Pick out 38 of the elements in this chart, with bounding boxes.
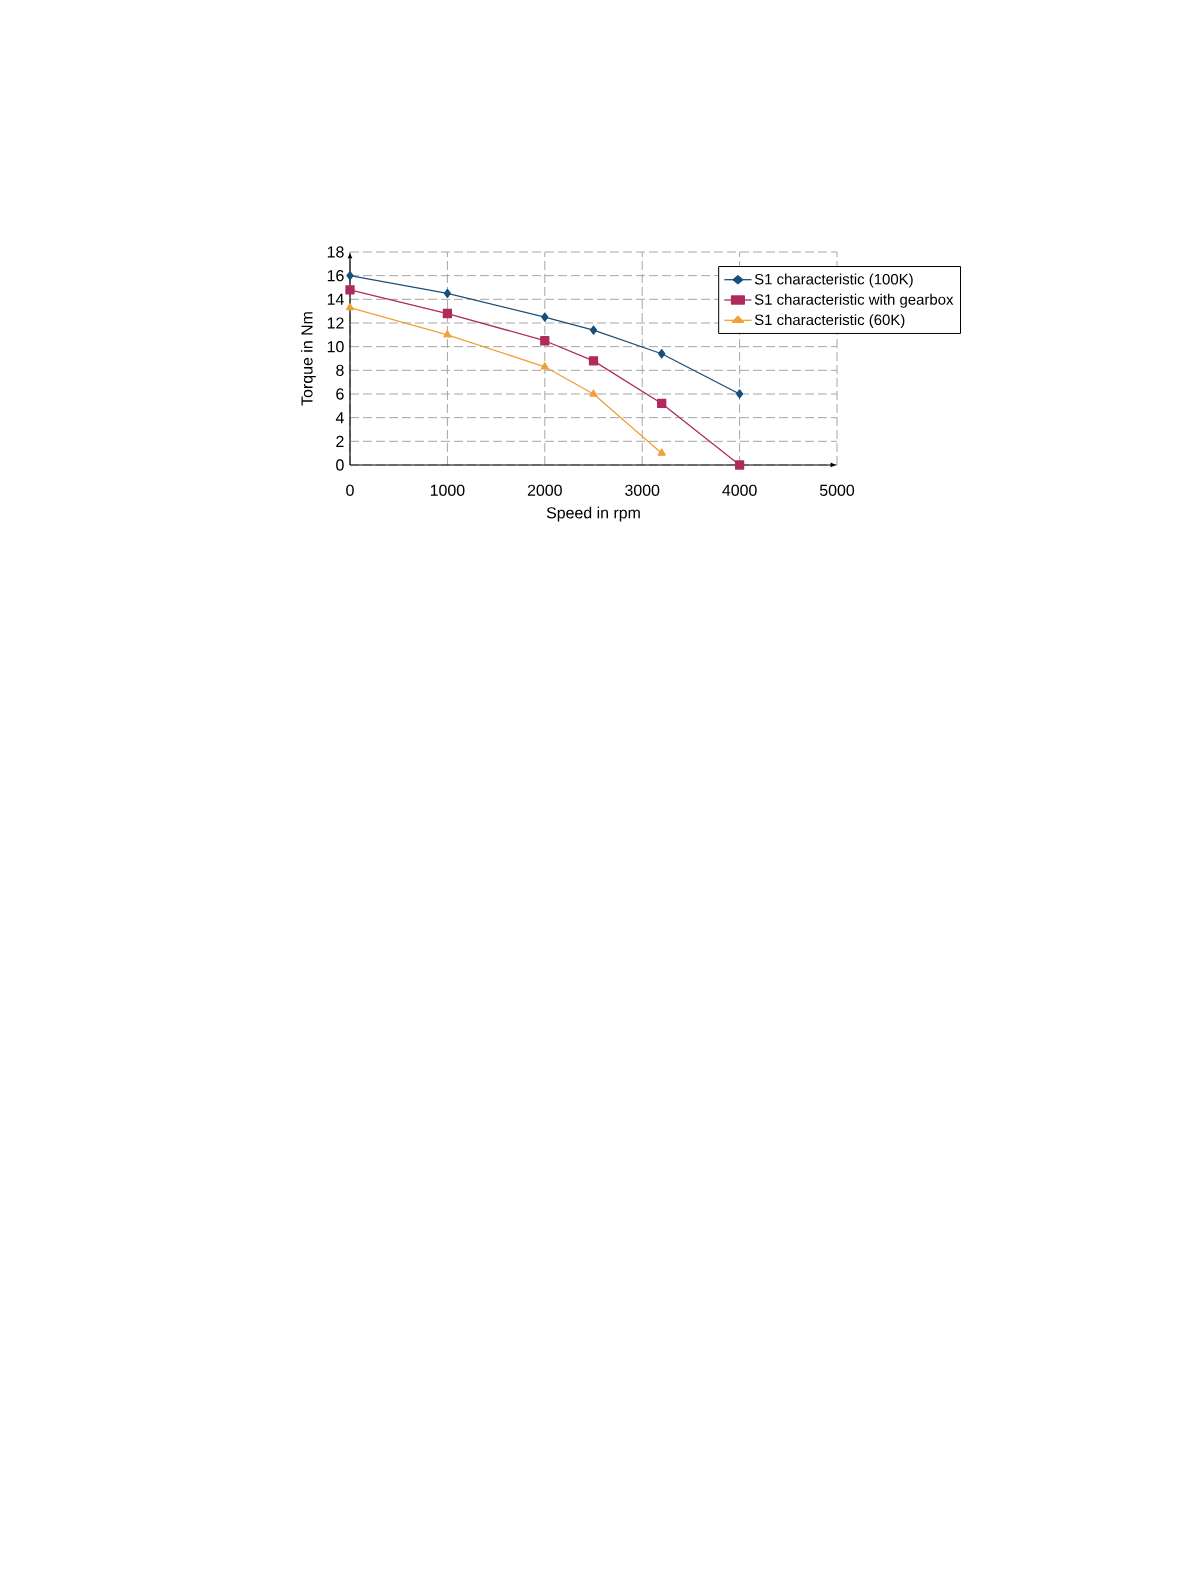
- y-tick-label: 18: [327, 246, 344, 258]
- y-axis-title: Torque in Nm: [300, 312, 316, 406]
- point: [589, 325, 598, 335]
- y-tick-label: 10: [327, 341, 344, 353]
- x-tick-label: 4000: [722, 484, 757, 496]
- x-tick-label: 1000: [430, 484, 465, 496]
- point: [734, 460, 745, 470]
- x-tick-label: 3000: [625, 484, 660, 496]
- y-tick-label: 16: [327, 270, 344, 282]
- point: [345, 285, 355, 295]
- point: [540, 336, 550, 346]
- y-tick-label: 0: [336, 459, 344, 471]
- point: [657, 398, 667, 409]
- x-axis-title: Speed in rpm: [546, 506, 640, 522]
- point: [345, 302, 355, 311]
- y-tick-label: 4: [335, 412, 344, 424]
- y-tick-label: 8: [336, 364, 344, 376]
- point: [657, 448, 666, 456]
- y-tick-label: 14: [327, 293, 344, 305]
- point: [443, 288, 452, 299]
- point: [443, 330, 452, 338]
- point: [735, 389, 744, 399]
- point: [346, 271, 354, 281]
- y-tick-label: 12: [327, 317, 344, 329]
- y-tick-label: 2: [336, 435, 344, 447]
- legend-label: S1 characteristic with gearbox: [754, 293, 954, 308]
- point: [589, 389, 598, 397]
- x-tick-label: 5000: [819, 484, 855, 496]
- point: [442, 308, 453, 319]
- x-tick-label: 2000: [527, 484, 562, 496]
- legend-label: S1 characteristic (60K): [754, 314, 905, 329]
- x-tick-label: 0: [346, 484, 354, 496]
- point: [588, 356, 599, 366]
- point: [540, 362, 549, 370]
- y-tick-label: 6: [336, 388, 344, 400]
- point: [658, 349, 666, 359]
- point: [541, 312, 549, 322]
- legend-label: S1 characteristic (100K): [754, 273, 913, 288]
